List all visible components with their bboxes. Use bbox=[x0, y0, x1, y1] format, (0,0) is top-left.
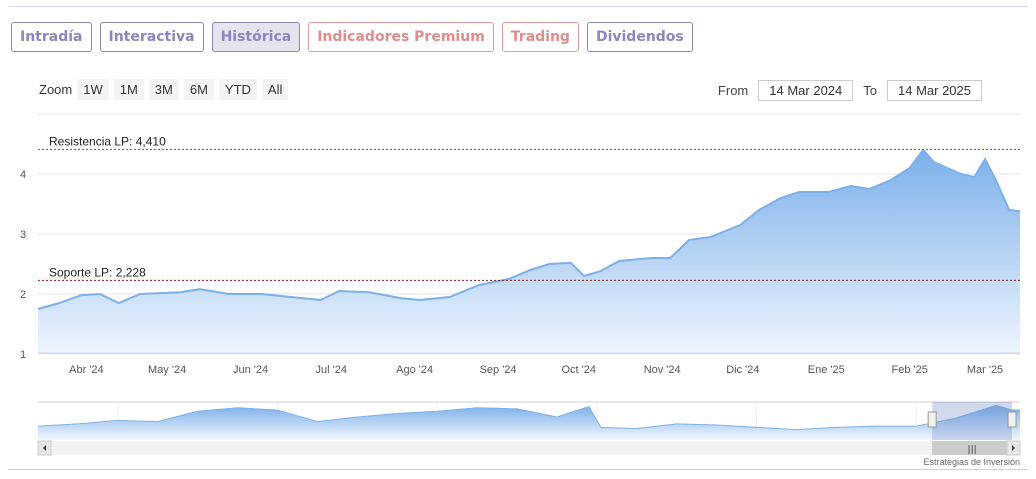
x-tick-label: Dic '24 bbox=[726, 364, 759, 376]
price-area bbox=[38, 150, 1020, 353]
from-label: From bbox=[717, 83, 749, 98]
navigator-handle[interactable] bbox=[1007, 411, 1017, 428]
to-date-input[interactable]: 14 Mar 2025 bbox=[887, 80, 982, 101]
x-tick-label: Nov '24 bbox=[644, 364, 681, 376]
date-range: From 14 Mar 2024 To 14 Mar 2025 bbox=[718, 80, 982, 101]
arrow-left-icon bbox=[43, 445, 46, 451]
tab-intrad-a[interactable]: Intradía bbox=[11, 22, 92, 52]
zoom-6m-button[interactable]: 6M bbox=[183, 79, 214, 100]
tab-bar: Intradía Interactiva Histórica Indicadores … bbox=[11, 22, 693, 52]
zoom-all-button[interactable]: All bbox=[261, 79, 289, 100]
x-tick-label: Feb '25 bbox=[892, 364, 928, 376]
navigator-line bbox=[37, 404, 1020, 431]
bottom-divider bbox=[8, 469, 1028, 470]
x-tick-label: Abr '24 bbox=[69, 364, 104, 376]
to-label: To bbox=[863, 83, 877, 98]
tab-dividendos[interactable]: Dividendos bbox=[586, 22, 693, 52]
x-tick-label: Jul '24 bbox=[316, 364, 347, 376]
scrollbar-track[interactable] bbox=[38, 441, 1020, 455]
zoom-ytd-button[interactable]: YTD bbox=[218, 79, 257, 100]
navigator-area bbox=[38, 405, 1020, 440]
price-line bbox=[37, 148, 1021, 310]
x-tick-label: May '24 bbox=[148, 364, 186, 376]
tab-hist-rica[interactable]: Histórica bbox=[211, 22, 301, 52]
level-label: Soporte LP: 2,228 bbox=[49, 265, 146, 279]
scrollbar-grip-icon: ||| bbox=[968, 445, 977, 455]
top-divider bbox=[8, 6, 1028, 7]
from-date-input[interactable]: 14 Mar 2024 bbox=[758, 80, 854, 101]
tab-trading[interactable]: Trading bbox=[501, 22, 579, 52]
zoom-1m-button[interactable]: 1M bbox=[113, 79, 144, 100]
level-label: Resistencia LP: 4,410 bbox=[49, 134, 166, 148]
navigator-handle[interactable] bbox=[927, 411, 937, 428]
y-tick-label: 2 bbox=[20, 289, 26, 301]
tab-indicadores-premium[interactable]: Indicadores Premium bbox=[308, 22, 494, 52]
x-tick-label: Ago '24 bbox=[396, 364, 433, 376]
y-tick-label: 1 bbox=[20, 349, 26, 361]
navigator-selection[interactable] bbox=[932, 402, 1013, 440]
x-tick-label: Sep '24 bbox=[480, 364, 517, 376]
x-tick-label: Mar '25 bbox=[967, 364, 1003, 376]
x-tick-label: Ene '25 bbox=[808, 364, 845, 376]
y-tick-label: 4 bbox=[20, 169, 26, 181]
credit-label: Estrategias de Inversión bbox=[923, 457, 1020, 467]
zoom-1w-button[interactable]: 1W bbox=[77, 79, 109, 100]
arrow-right-icon bbox=[1012, 445, 1015, 451]
zoom-selector: Zoom 1W 1M 3M 6M YTD All bbox=[39, 79, 289, 100]
x-tick-label: Jun '24 bbox=[233, 364, 268, 376]
scrollbar-thumb[interactable] bbox=[932, 441, 1013, 455]
y-tick-label: 3 bbox=[20, 229, 26, 241]
x-tick-label: Oct '24 bbox=[562, 364, 597, 376]
tab-interactiva[interactable]: Interactiva bbox=[99, 22, 204, 52]
zoom-3m-button[interactable]: 3M bbox=[148, 79, 179, 100]
zoom-label: Zoom bbox=[39, 82, 73, 97]
